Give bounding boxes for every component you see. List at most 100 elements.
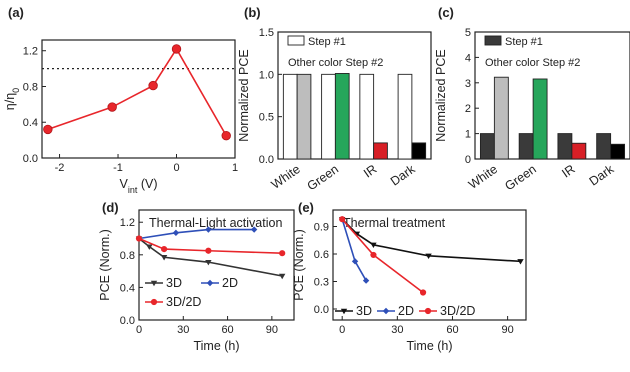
series-line-d <box>138 228 255 240</box>
data-point-e <box>351 258 359 265</box>
plot-frame-e <box>332 209 527 321</box>
legend-label-step2-c: Other color Step #2 <box>485 57 580 69</box>
data-point-e <box>419 289 427 296</box>
y-tick-label: 0.9 <box>314 222 329 234</box>
data-point-e <box>425 253 432 260</box>
bar-c-step1 <box>557 133 573 160</box>
y-tick-label: 0.0 <box>314 304 329 316</box>
x-category-label-b: Green <box>305 162 342 193</box>
legend-label-step1-c: Step #1 <box>505 36 543 48</box>
data-point-d <box>205 226 212 233</box>
x-tick-label: 0 <box>136 324 142 336</box>
x-tick-label: 0 <box>339 324 345 336</box>
y-tick-label: 0.0 <box>120 315 135 327</box>
x-tick-label: 30 <box>391 324 403 336</box>
y-tick-label: 2 <box>465 103 471 115</box>
legend-swatch-step1-c <box>484 35 502 46</box>
data-point-a <box>221 130 231 141</box>
bar-b-step2 <box>411 142 427 160</box>
x-tick-label: 0 <box>173 162 179 174</box>
y-tick-label: 0 <box>465 154 471 166</box>
y-tick-label: 5 <box>465 27 471 39</box>
y-axis-label-b: Normalized PCE <box>237 49 251 141</box>
y-tick-label: 1.2 <box>23 46 38 58</box>
panel-annotation-e: Thermal treatment <box>343 216 446 230</box>
legend-marker-d <box>150 280 158 287</box>
y-tick-label: 0.3 <box>314 277 329 289</box>
data-point-d <box>205 259 212 266</box>
y-tick-label: 0.4 <box>23 117 38 129</box>
data-point-d <box>160 246 168 253</box>
y-tick-label: 0.4 <box>120 282 135 294</box>
bar-c-step2 <box>532 78 548 160</box>
x-category-label-b: IR <box>361 162 379 181</box>
x-tick-label: 30 <box>177 324 189 336</box>
bar-c-step1 <box>596 133 612 160</box>
x-tick-label: 1 <box>232 162 238 174</box>
data-point-d <box>160 255 168 261</box>
data-point-a <box>171 44 182 54</box>
y-tick-label: 0.0 <box>23 153 38 165</box>
bar-c-step2 <box>571 142 587 160</box>
legend-marker-e <box>340 308 348 315</box>
bar-b-step1 <box>397 73 413 160</box>
legend-label-d: 3D/2D <box>166 295 201 309</box>
data-point-e <box>362 277 370 284</box>
data-point-d <box>146 244 153 250</box>
bar-b-step1 <box>321 73 336 160</box>
panel-label-a: (a) <box>8 5 24 20</box>
y-axis-label-e: PCE (Norm.) <box>292 229 306 301</box>
legend-label-step1-b: Step #1 <box>308 36 346 48</box>
legend-marker-e <box>382 307 390 315</box>
y-tick-label: 0.8 <box>23 81 38 93</box>
panel-label-e: (e) <box>298 200 314 215</box>
x-tick-label: 90 <box>266 324 278 336</box>
y-tick-label: 0.0 <box>259 154 274 166</box>
legend-marker-d <box>206 279 214 287</box>
y-axis-label-c: Normalized PCE <box>434 49 448 141</box>
data-point-d <box>135 235 143 242</box>
panel-label-b: (b) <box>244 5 261 20</box>
data-point-e <box>370 242 377 249</box>
y-axis-label-a: η/η0 <box>3 88 21 110</box>
bar-c-step2 <box>610 143 626 160</box>
data-point-e <box>370 251 377 259</box>
series-line-a <box>47 47 227 137</box>
series-line-d <box>138 237 283 254</box>
y-tick-label: 1.5 <box>259 27 274 39</box>
bar-b-step1 <box>282 73 298 160</box>
y-tick-label: 0.6 <box>314 249 329 261</box>
panel-label-d: (d) <box>102 200 119 215</box>
x-category-label-c: Green <box>502 162 539 193</box>
panel-annotation-d: Thermal-Light activation <box>149 216 282 230</box>
bar-c-step2 <box>493 76 509 160</box>
data-point-d <box>279 250 286 257</box>
data-point-e <box>517 259 524 265</box>
x-category-label-c: White <box>466 162 500 192</box>
y-tick-label: 0.8 <box>120 250 135 262</box>
x-tick-label: 90 <box>501 324 513 336</box>
legend-marker-d <box>150 298 158 306</box>
y-tick-label: 3 <box>465 78 471 90</box>
bar-b-step2 <box>334 73 350 160</box>
y-tick-label: 1 <box>465 129 471 141</box>
bar-b-step2 <box>296 73 312 160</box>
data-point-d <box>250 226 258 233</box>
bar-b-step1 <box>359 73 375 160</box>
plot-frame-a <box>41 39 236 159</box>
x-category-label-b: Dark <box>388 162 418 189</box>
legend-label-d: 3D <box>166 276 182 290</box>
data-point-d <box>172 229 180 237</box>
legend-swatch-step1-b <box>287 35 305 46</box>
data-point-a <box>43 124 53 135</box>
panel-label-c: (c) <box>438 5 454 20</box>
x-axis-label-e: Time (h) <box>406 339 452 353</box>
y-tick-label: 1.2 <box>120 217 135 229</box>
legend-label-e: 3D/2D <box>440 304 475 318</box>
data-point-d <box>278 273 286 280</box>
bar-b-step2 <box>373 142 388 160</box>
x-axis-label-a: Vint (V) <box>120 177 158 195</box>
legend-label-e: 3D <box>356 304 372 318</box>
plot-frame-d <box>138 209 295 321</box>
